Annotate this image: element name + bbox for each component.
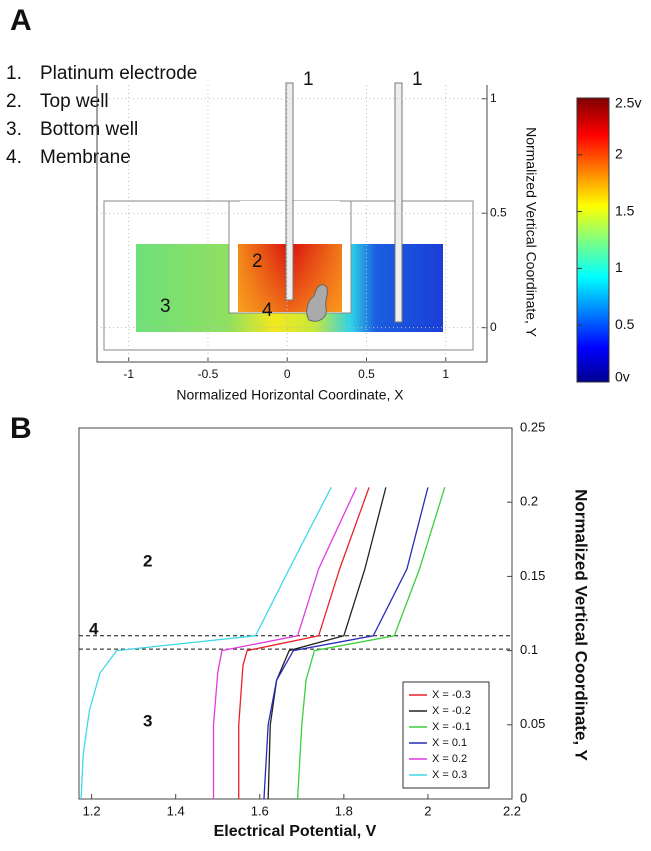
y-tick-label: 1 bbox=[490, 91, 497, 105]
annotation: 1 bbox=[303, 69, 314, 90]
legend-number: 3. bbox=[6, 119, 22, 140]
y-axis-label: Normalized Vertical Coordinate, Y bbox=[572, 489, 591, 761]
panel-b: B 2 4 3 Electrical Potential, V Normaliz… bbox=[10, 412, 591, 840]
panel-label: A bbox=[10, 4, 32, 37]
axis-line bbox=[96, 85, 488, 363]
plot-frame bbox=[78, 427, 513, 800]
series-line bbox=[263, 487, 429, 800]
colorbar-tick-label: 0v bbox=[615, 369, 630, 385]
series-line bbox=[238, 487, 370, 799]
annotation: 2 bbox=[143, 551, 152, 570]
x-tick-label: 1.4 bbox=[167, 803, 185, 818]
x-tick-label: 1.8 bbox=[335, 803, 353, 818]
legend-label: Bottom well bbox=[40, 119, 138, 140]
panel-a: A 1. Platinum electrode 2. Top well 3. B… bbox=[6, 4, 641, 403]
legend-label: X = 0.1 bbox=[432, 737, 467, 749]
series-line bbox=[267, 487, 387, 800]
colorbar-tick-label: 0.5 bbox=[615, 316, 635, 332]
x-tick-label: -0.5 bbox=[198, 367, 219, 381]
y-tick-label: 0.1 bbox=[520, 642, 538, 657]
legend-label: X = -0.3 bbox=[432, 689, 471, 701]
legend-label: X = 0.3 bbox=[432, 769, 467, 781]
electrode bbox=[285, 82, 294, 301]
legend-label: X = 0.2 bbox=[432, 753, 467, 765]
y-tick-label: 0.5 bbox=[490, 205, 507, 219]
annotation: 3 bbox=[160, 296, 171, 317]
x-axis-label: Electrical Potential, V bbox=[214, 823, 377, 840]
y-tick-label: 0 bbox=[490, 320, 497, 334]
annotations: 2 4 3 bbox=[89, 551, 152, 730]
membrane bbox=[306, 284, 328, 322]
y-axis-label: Normalized Vertical Coordinate, Y bbox=[523, 127, 539, 338]
y-tick-label: 0.15 bbox=[520, 568, 545, 583]
x-axis-label: Normalized Horizontal Coordinate, X bbox=[176, 387, 404, 403]
x-tick-label: 1 bbox=[442, 367, 449, 381]
device-diagram bbox=[103, 82, 474, 351]
series-line bbox=[296, 487, 446, 800]
x-tick-label: -1 bbox=[123, 367, 134, 381]
legend-label: Membrane bbox=[40, 147, 131, 168]
legend-number: 4. bbox=[6, 147, 22, 168]
x-tick-label: 2.2 bbox=[503, 803, 521, 818]
legend-label: Top well bbox=[40, 91, 109, 112]
annotation: 2 bbox=[252, 251, 263, 272]
legend-box bbox=[402, 681, 490, 789]
y-tick-label: 0.2 bbox=[520, 494, 538, 509]
annotation: 1 bbox=[412, 69, 423, 90]
x-tick-label: 1.2 bbox=[83, 803, 101, 818]
legend-number: 1. bbox=[6, 63, 22, 84]
y-tick-label: 0 bbox=[520, 790, 527, 805]
x-tick-label: 1.6 bbox=[251, 803, 269, 818]
series-line bbox=[80, 487, 332, 800]
annotation: 3 bbox=[143, 711, 152, 730]
colorbar bbox=[576, 97, 610, 383]
electrode bbox=[394, 82, 403, 323]
legend-label: Platinum electrode bbox=[40, 63, 197, 84]
colorbar-tick-label: 1 bbox=[615, 259, 623, 275]
colorbar-tick-label: 2.5v bbox=[615, 95, 641, 111]
legend: 1. Platinum electrode 2. Top well 3. Bot… bbox=[6, 63, 197, 168]
y-tick-label: 0.05 bbox=[520, 716, 545, 731]
colorbar-tick-label: 1.5 bbox=[615, 202, 635, 218]
x-tick-label: 2 bbox=[424, 803, 431, 818]
y-tick-label: 0.25 bbox=[520, 419, 545, 434]
series-line bbox=[212, 487, 358, 799]
x-tick-label: 0 bbox=[284, 367, 291, 381]
legend-label: X = -0.2 bbox=[432, 705, 471, 717]
x-tick-label: 0.5 bbox=[358, 367, 375, 381]
annotation: 4 bbox=[262, 300, 273, 321]
colorbar-tick-label: 2 bbox=[615, 146, 623, 162]
legend: X = -0.3 X = -0.2 X = -0.1 X = 0.1 X = 0.2 X … bbox=[402, 681, 490, 789]
annotations: 1 1 2 3 4 bbox=[160, 69, 423, 321]
legend-label: X = -0.1 bbox=[432, 721, 471, 733]
legend-number: 2. bbox=[6, 91, 22, 112]
annotation: 4 bbox=[89, 619, 99, 638]
panel-label: B bbox=[10, 412, 32, 445]
